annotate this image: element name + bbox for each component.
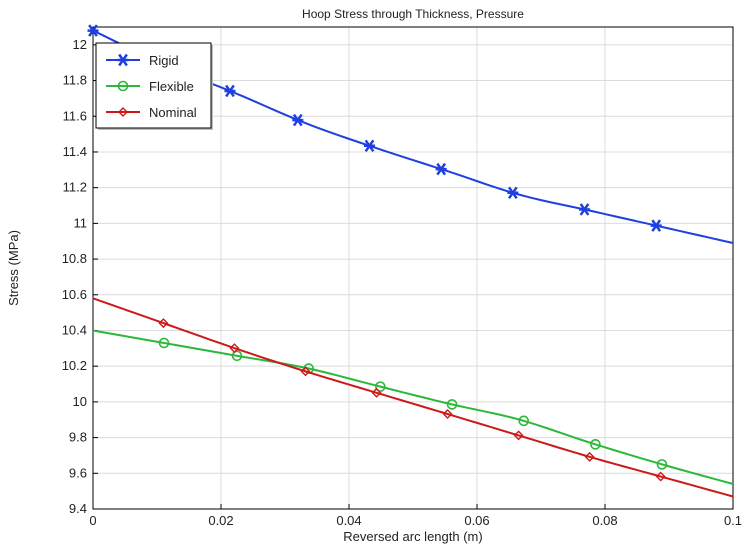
grid-lines (92, 27, 734, 510)
data-point-flexible (590, 439, 601, 450)
data-point-rigid (224, 84, 236, 98)
y-tick-label: 9.6 (69, 465, 87, 480)
x-tick-label: 0 (89, 513, 96, 528)
data-point-rigid (87, 24, 99, 37)
y-tick-label: 11.8 (63, 73, 87, 88)
y-tick-label: 10.8 (62, 251, 87, 266)
legend-marker-rigid (117, 53, 129, 67)
data-point-flexible (446, 399, 458, 410)
data-point-nominal (371, 387, 382, 398)
data-point-nominal (300, 366, 311, 377)
y-tick-label: 10 (73, 394, 87, 409)
data-point-rigid (435, 162, 447, 176)
y-axis-label: Stress (MPa) (6, 230, 21, 306)
plot-frame (92, 26, 734, 510)
y-tick-label: 10.4 (62, 322, 87, 337)
y-axis: 9.4 9.6 9.8 10 10.2 10.4 10.6 10.8 11 11.2 11.4 11.… (62, 37, 98, 516)
y-tick-label: 11.2 (63, 180, 87, 195)
y-tick-label: 11.6 (63, 108, 87, 123)
data-point-rigid (650, 219, 662, 232)
data-point-nominal (513, 430, 524, 441)
legend-label-flexible: Flexible (149, 79, 194, 94)
chart-title: Hoop Stress through Thickness, Pressure (302, 7, 524, 21)
y-tick-label: 11.4 (63, 144, 87, 159)
data-point-nominal (158, 318, 169, 329)
data-point-flexible (656, 459, 668, 470)
data-point-rigid (507, 186, 519, 200)
data-point-flexible (231, 350, 243, 362)
legend-marker-flexible (117, 80, 129, 92)
y-tick-label: 10.2 (62, 358, 87, 373)
data-point-nominal (229, 343, 240, 354)
data-point-rigid (363, 139, 375, 153)
legend: Rigid Flexible Nominal (95, 42, 213, 130)
legend-marker-nominal (118, 107, 128, 117)
x-tick-label: 0.1 (724, 513, 742, 528)
x-tick-label: 0.08 (592, 513, 617, 528)
series-flexible (92, 329, 734, 485)
data-point-flexible (518, 415, 530, 427)
legend-label-nominal: Nominal (149, 105, 197, 120)
x-axis: 0 0.02 0.04 0.06 0.08 0.1 (89, 504, 742, 528)
y-tick-label: 12 (73, 37, 87, 52)
data-point-nominal (584, 451, 595, 462)
x-tick-label: 0.06 (464, 513, 489, 528)
series-line-flexible (92, 329, 734, 485)
x-tick-label: 0.02 (208, 513, 233, 528)
data-point-rigid (292, 113, 304, 127)
data-point-nominal (442, 409, 453, 419)
y-tick-label: 10.6 (62, 287, 87, 302)
x-tick-label: 0.04 (336, 513, 361, 528)
data-point-rigid (579, 203, 591, 216)
y-tick-label: 11 (74, 215, 88, 230)
data-point-flexible (158, 337, 170, 349)
y-tick-label: 9.8 (69, 430, 87, 445)
legend-label-rigid: Rigid (149, 53, 179, 68)
data-point-nominal (655, 471, 666, 482)
series-layer (87, 24, 734, 498)
y-tick-label: 9.4 (69, 501, 87, 516)
x-axis-label: Reversed arc length (m) (343, 529, 482, 544)
series-line-nominal (92, 297, 734, 498)
data-point-flexible (375, 381, 386, 392)
series-nominal (92, 297, 734, 498)
